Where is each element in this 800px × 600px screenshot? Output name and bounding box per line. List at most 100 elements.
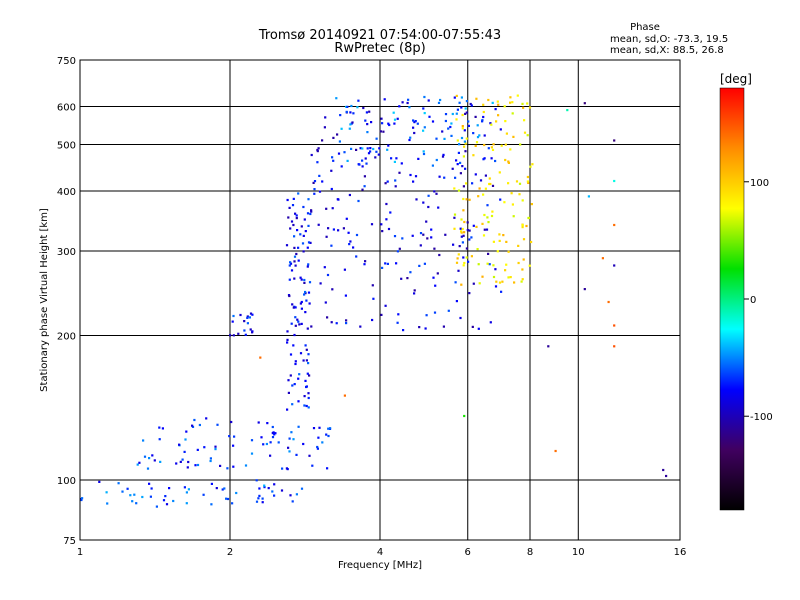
data-point [419,244,422,247]
data-point [527,216,530,220]
data-point [601,257,604,260]
data-points [80,94,668,508]
data-point [470,255,473,258]
data-point [497,114,500,117]
data-point [475,225,478,228]
data-point [307,241,311,244]
data-point [203,446,206,449]
data-point [475,141,479,144]
data-point [231,320,234,323]
x-axis-label: Frequency [MHz] [338,560,422,571]
data-point [464,142,467,145]
data-point [481,275,484,278]
data-point [372,297,375,300]
data-point [464,167,467,170]
data-point [267,487,270,490]
data-point [455,261,459,264]
data-point [246,322,249,325]
data-point [332,136,335,139]
data-point [452,243,455,246]
data-point [488,263,491,266]
data-point [491,148,495,151]
data-point [423,112,426,115]
data-point [332,159,335,162]
data-point [613,179,616,183]
data-point [126,487,129,490]
data-point [490,214,494,218]
data-point [327,434,330,438]
data-point [317,436,320,439]
data-point [303,293,306,296]
data-point [136,463,139,466]
data-point [449,125,452,129]
data-point [300,487,304,490]
y-tick-label: 75 [63,536,76,547]
data-point [324,301,327,304]
data-point [352,112,355,115]
data-point [437,101,441,104]
data-point [499,198,502,201]
data-point [486,204,489,207]
data-point [393,235,397,238]
data-point [465,256,468,259]
data-point [288,206,291,209]
data-point [460,283,463,286]
data-point [393,160,396,163]
data-point [286,468,289,471]
data-point [261,497,264,500]
data-point [302,359,305,362]
data-point [483,213,486,217]
data-point [441,130,444,133]
data-point [307,198,310,201]
data-point [363,185,366,188]
data-point [512,215,515,218]
data-point [297,320,300,323]
data-point [146,467,150,470]
data-point [613,345,616,348]
data-point [462,155,465,158]
x-tick-labels: 1 2 4 6 8 10 16 [77,547,687,558]
data-point [371,318,374,322]
data-point [451,167,454,170]
data-point [526,134,529,137]
data-point [187,488,190,491]
data-point [303,395,306,398]
data-point [451,112,454,116]
data-point [293,235,296,238]
data-point [219,464,222,467]
data-point [226,497,230,501]
data-point [409,173,412,177]
data-point [466,229,469,232]
data-point [295,453,298,456]
data-point [384,304,387,307]
data-point [286,408,289,411]
data-point [210,482,213,485]
data-point [289,374,292,377]
data-point [308,302,311,305]
data-point [304,379,307,382]
data-point [290,220,294,223]
data-point [374,156,377,159]
data-point [443,176,446,179]
data-point [299,352,303,355]
data-point [329,427,332,430]
data-point [386,148,389,151]
data-point [457,269,460,272]
data-point [305,359,308,362]
data-point [457,253,460,256]
data-point [348,193,351,197]
data-point [143,455,147,458]
data-point [607,300,610,304]
data-point [502,234,505,237]
data-point [383,98,386,101]
data-point [499,128,502,131]
data-point [487,221,490,224]
colorbar-tick-label: 100 [750,178,769,189]
data-point [453,227,456,230]
data-point [378,147,381,150]
data-point [380,313,383,316]
data-point [325,207,328,210]
data-point [416,122,419,125]
data-point [413,292,416,295]
data-point [287,391,290,394]
